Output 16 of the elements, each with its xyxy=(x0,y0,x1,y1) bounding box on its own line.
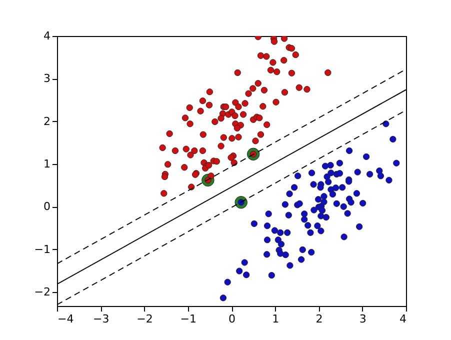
y-tick-label: −1 xyxy=(34,242,50,256)
x-tick-label: 0 xyxy=(228,312,236,326)
x-tick-label: 2 xyxy=(316,312,323,326)
y-tick-label: 3 xyxy=(44,72,50,86)
y-tick-label: 4 xyxy=(44,30,50,42)
x-tick-label: −1 xyxy=(180,312,196,326)
y-tick-label: 0 xyxy=(44,200,50,214)
x-tick-label: 3 xyxy=(359,312,366,326)
x-tick-label: −2 xyxy=(136,312,153,326)
x-tick-label: −4 xyxy=(58,312,74,326)
y-tick-label: 1 xyxy=(44,157,50,170)
y-tick-label: −2 xyxy=(34,285,50,298)
x-tick-label: −3 xyxy=(93,312,110,326)
x-tick-label: 1 xyxy=(272,312,280,326)
y-tick-label: 2 xyxy=(44,114,50,128)
x-tick-label: 4 xyxy=(400,312,406,326)
